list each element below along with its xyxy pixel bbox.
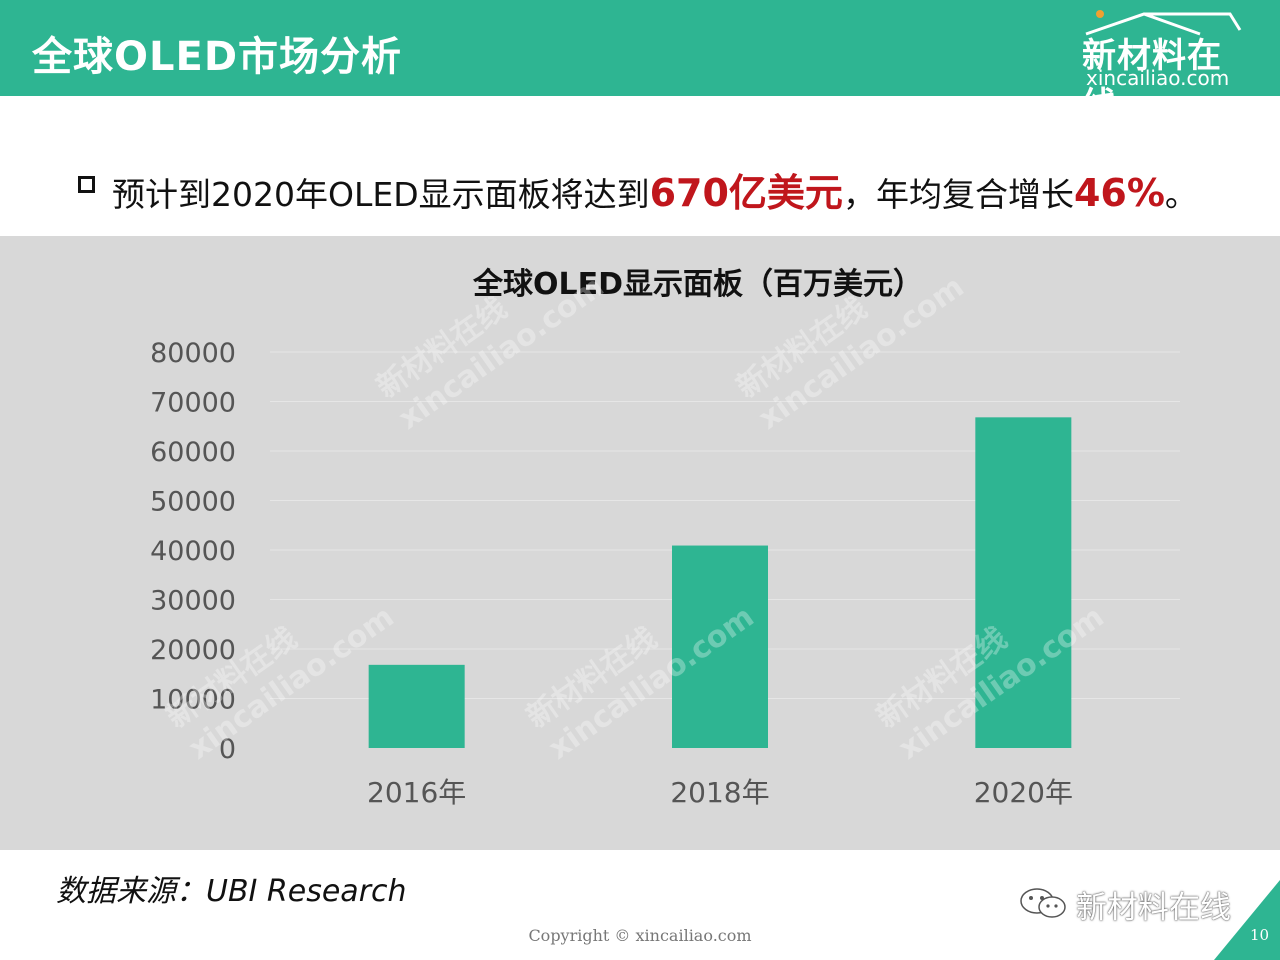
site-logo[interactable]: 新材料在线 xincailiao.com	[1080, 8, 1250, 125]
bullet-suffix: 。	[1164, 175, 1198, 214]
data-source: 数据来源：UBI Research	[56, 874, 407, 909]
bullet-prefix: 预计到2020年OLED显示面板将达到	[112, 175, 650, 214]
wechat-icon	[1020, 888, 1066, 918]
chart-panel: 全球OLED显示面板（百万美元） 0 10000 20000 30000 40000 500…	[0, 236, 1280, 850]
brand-name: 新材料在线	[1076, 890, 1231, 926]
bar	[975, 417, 1072, 748]
logo-url: xincailiao.com	[1086, 66, 1230, 90]
page-title: 全球OLED市场分析	[32, 34, 403, 80]
header-bar: 全球OLED市场分析 新材料在线 xincailiao.com	[0, 0, 1280, 125]
corner-decoration	[1214, 880, 1280, 960]
forecast-value: 670亿美元	[649, 171, 843, 215]
cagr-value: 46%	[1073, 171, 1165, 215]
bullet-mid: ，年均复合增长	[842, 175, 1074, 214]
x-tick-label: 2016年	[367, 776, 466, 809]
x-tick-label: 2018年	[670, 776, 769, 809]
copyright-notice: Copyright © xincailiao.com	[528, 926, 752, 945]
bar	[672, 545, 768, 748]
page-number: 10	[1250, 926, 1270, 944]
y-tick-label: 10000	[150, 685, 236, 716]
house-roof-icon	[1085, 10, 1242, 36]
y-tick-label: 20000	[150, 635, 236, 666]
bar	[368, 664, 465, 748]
bar-chart: 全球OLED显示面板（百万美元） 0 10000 20000 30000 40000 500…	[150, 267, 1180, 809]
y-tick-label: 80000	[150, 338, 236, 369]
key-point-bullet: 预计到2020年OLED显示面板将达到670亿美元，年均复合增长46%。	[74, 162, 1264, 215]
y-tick-label: 40000	[150, 536, 236, 567]
y-tick-label: 50000	[150, 487, 236, 518]
y-tick-label: 30000	[150, 586, 236, 617]
y-tick-label: 70000	[150, 388, 236, 419]
bullet-square-icon	[78, 176, 95, 193]
chart-title: 全球OLED显示面板（百万美元）	[472, 267, 923, 302]
logo-name: 新材料在线	[1082, 36, 1222, 125]
y-tick-label: 0	[219, 734, 236, 765]
y-tick-label: 60000	[150, 437, 236, 468]
x-tick-label: 2020年	[974, 776, 1073, 809]
bullet-text: 预计到2020年OLED显示面板将达到670亿美元，年均复合增长46%。	[112, 162, 1198, 217]
